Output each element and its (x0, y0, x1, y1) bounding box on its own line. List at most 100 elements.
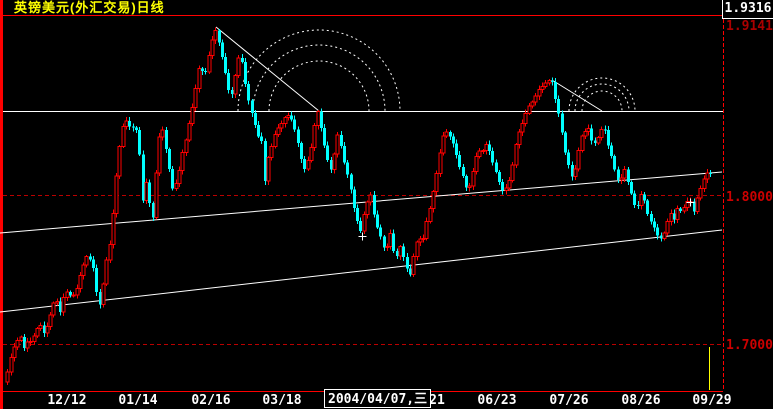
candle[interactable] (474, 152, 479, 175)
candle[interactable] (114, 173, 119, 218)
candle[interactable] (101, 282, 106, 308)
candle[interactable] (269, 143, 274, 161)
candle[interactable] (283, 115, 288, 128)
fib-arc-2[interactable] (568, 77, 636, 112)
candle[interactable] (108, 240, 113, 263)
candle[interactable] (573, 164, 578, 181)
candle[interactable] (92, 255, 95, 272)
candle[interactable] (135, 126, 138, 134)
candle[interactable] (507, 176, 512, 192)
candle[interactable] (340, 130, 343, 149)
candle[interactable] (527, 103, 532, 116)
candle[interactable] (698, 185, 703, 201)
candle[interactable] (467, 183, 472, 192)
candle[interactable] (362, 211, 367, 235)
candle[interactable] (379, 224, 382, 240)
candle[interactable] (28, 337, 33, 346)
candle[interactable] (617, 166, 620, 183)
candle[interactable] (264, 138, 267, 185)
candle[interactable] (610, 142, 613, 159)
candle[interactable] (326, 141, 329, 163)
candle[interactable] (353, 186, 356, 212)
candle[interactable] (266, 156, 271, 186)
candle[interactable] (257, 120, 260, 138)
candle[interactable] (168, 147, 171, 173)
candle[interactable] (409, 264, 412, 277)
candle[interactable] (5, 368, 10, 385)
candle[interactable] (590, 124, 593, 145)
candle[interactable] (59, 297, 62, 316)
candle[interactable] (343, 142, 346, 165)
candle[interactable] (187, 120, 192, 143)
candle[interactable] (55, 298, 60, 306)
candle[interactable] (201, 66, 204, 75)
candle[interactable] (406, 253, 409, 272)
candle[interactable] (428, 205, 433, 224)
candle[interactable] (653, 217, 656, 232)
candle[interactable] (604, 125, 607, 135)
candle[interactable] (431, 190, 436, 213)
candle[interactable] (154, 170, 159, 220)
candle[interactable] (306, 156, 311, 172)
candle[interactable] (510, 162, 515, 183)
candle[interactable] (177, 166, 182, 188)
candle[interactable] (35, 327, 40, 338)
candle[interactable] (95, 264, 98, 296)
candle[interactable] (517, 128, 522, 149)
candle[interactable] (543, 80, 548, 89)
candle[interactable] (221, 39, 224, 60)
candle[interactable] (78, 271, 83, 293)
candle[interactable] (121, 123, 126, 149)
candle[interactable] (622, 165, 627, 182)
candle[interactable] (564, 131, 567, 155)
candle[interactable] (656, 223, 659, 240)
candle[interactable] (495, 159, 498, 174)
candle[interactable] (273, 130, 278, 149)
candle[interactable] (190, 103, 195, 126)
candle[interactable] (9, 353, 14, 376)
candle[interactable] (204, 68, 207, 75)
candle[interactable] (388, 229, 393, 250)
candle[interactable] (402, 243, 405, 262)
candle[interactable] (51, 301, 56, 318)
candle[interactable] (32, 333, 37, 345)
candle[interactable] (227, 68, 230, 94)
candle[interactable] (346, 159, 349, 178)
fib-arc-1[interactable] (252, 44, 386, 112)
candle[interactable] (45, 322, 50, 338)
candle[interactable] (297, 126, 300, 147)
candle[interactable] (356, 204, 359, 224)
candle[interactable] (128, 116, 131, 131)
candle[interactable] (373, 190, 376, 218)
candle[interactable] (639, 190, 644, 210)
candle[interactable] (132, 123, 135, 132)
candle[interactable] (547, 79, 552, 86)
candle[interactable] (385, 243, 390, 252)
candle[interactable] (441, 132, 446, 156)
candle[interactable] (224, 52, 227, 75)
candle[interactable] (571, 161, 574, 181)
candle[interactable] (152, 201, 155, 221)
candle[interactable] (411, 253, 416, 278)
candle[interactable] (89, 253, 92, 262)
candle[interactable] (251, 99, 254, 117)
candle[interactable] (662, 231, 667, 241)
candle[interactable] (533, 93, 538, 106)
trendline-lower[interactable] (0, 229, 723, 313)
candle[interactable] (38, 322, 43, 332)
candle[interactable] (444, 129, 449, 139)
candle[interactable] (613, 154, 616, 172)
fib-arc-2[interactable] (581, 90, 623, 112)
candle[interactable] (455, 139, 458, 159)
candle[interactable] (396, 248, 399, 259)
candle[interactable] (316, 109, 321, 130)
candle[interactable] (415, 240, 420, 261)
candle[interactable] (383, 235, 386, 252)
candle[interactable] (233, 73, 238, 98)
candle[interactable] (458, 150, 461, 170)
candle[interactable] (465, 174, 468, 191)
candle[interactable] (12, 342, 17, 362)
candle[interactable] (210, 36, 215, 59)
candle[interactable] (665, 218, 670, 236)
candle[interactable] (99, 288, 102, 309)
